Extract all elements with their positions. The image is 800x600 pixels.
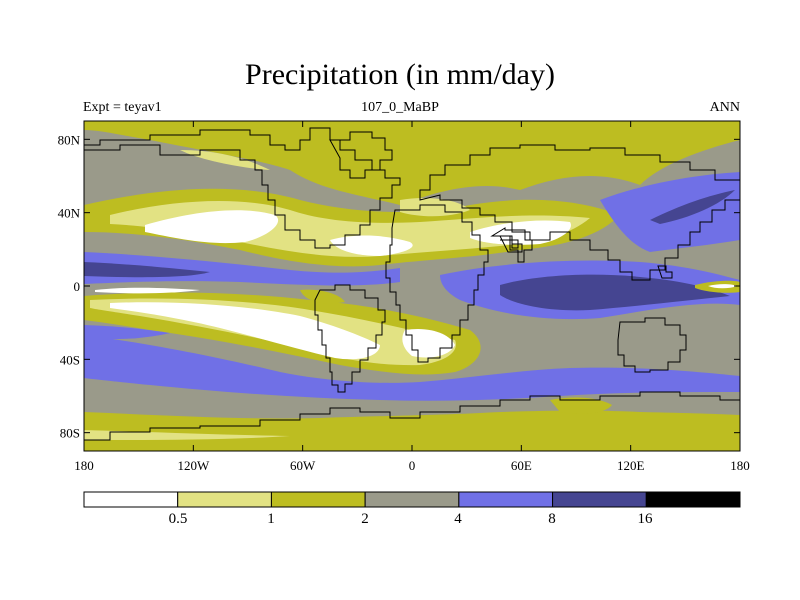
lat-tick-label: 0 <box>74 279 81 294</box>
season-label: ANN <box>709 100 740 115</box>
lon-tick-label: 60E <box>511 458 532 473</box>
contour-fill-layer <box>84 121 740 451</box>
colorbar-label: 4 <box>454 511 462 527</box>
lon-tick-label: 180 <box>730 458 750 473</box>
colorbar-label: 1 <box>267 511 275 527</box>
colorbar-swatch <box>364 491 460 508</box>
colorbar-swatch <box>458 491 554 508</box>
colorbar-label: 0.5 <box>168 511 188 527</box>
colorbar-label: 16 <box>637 511 653 527</box>
coastline-layer <box>84 127 740 441</box>
lon-tick-label: 120W <box>177 458 210 473</box>
lat-tick-label: 40N <box>58 206 81 221</box>
colorbar-swatch <box>645 491 741 508</box>
colorbar-label: 2 <box>361 511 369 527</box>
period-label: 107_0_MaBP <box>361 100 439 115</box>
lon-tick-label: 60W <box>290 458 316 473</box>
colorbar-swatch <box>270 491 366 508</box>
colorbar-swatch <box>83 491 179 508</box>
lon-tick-label: 120E <box>617 458 645 473</box>
lat-tick-label: 40S <box>60 352 80 367</box>
latitude-axis: 80N 40N 0 40S 80S <box>58 132 740 441</box>
longitude-axis: 180 120W 60W 0 60E 120E 180 <box>74 121 750 473</box>
lat-tick-label: 80S <box>60 426 80 441</box>
colorbar-label: 8 <box>548 511 556 527</box>
lat-tick-label: 80N <box>58 132 81 147</box>
colorbar-swatch <box>552 491 647 508</box>
colorbar <box>83 491 741 508</box>
colorbar-swatch <box>177 491 272 508</box>
map-title: Precipitation (in mm/day) <box>245 58 555 91</box>
lon-tick-label: 0 <box>409 458 416 473</box>
experiment-label: Expt = teyav1 <box>83 100 162 115</box>
lon-tick-label: 180 <box>74 458 94 473</box>
